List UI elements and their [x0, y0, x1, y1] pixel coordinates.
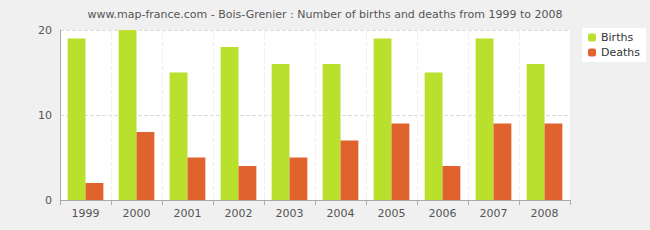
svg-text:10: 10 [38, 109, 52, 122]
svg-text:0: 0 [45, 194, 52, 207]
svg-text:2000: 2000 [123, 207, 151, 220]
svg-text:2007: 2007 [480, 207, 508, 220]
svg-text:www.map-france.com - Bois-Gren: www.map-france.com - Bois-Grenier : Numb… [88, 8, 563, 21]
svg-text:2003: 2003 [276, 207, 304, 220]
svg-text:Births: Births [601, 31, 633, 44]
svg-text:2002: 2002 [225, 207, 253, 220]
svg-text:20: 20 [38, 24, 52, 37]
svg-text:2004: 2004 [327, 207, 355, 220]
svg-text:2001: 2001 [174, 207, 202, 220]
svg-text:2006: 2006 [429, 207, 457, 220]
svg-text:1999: 1999 [72, 207, 100, 220]
svg-text:2005: 2005 [378, 207, 406, 220]
svg-text:Deaths: Deaths [601, 46, 640, 59]
svg-text:2008: 2008 [531, 207, 559, 220]
